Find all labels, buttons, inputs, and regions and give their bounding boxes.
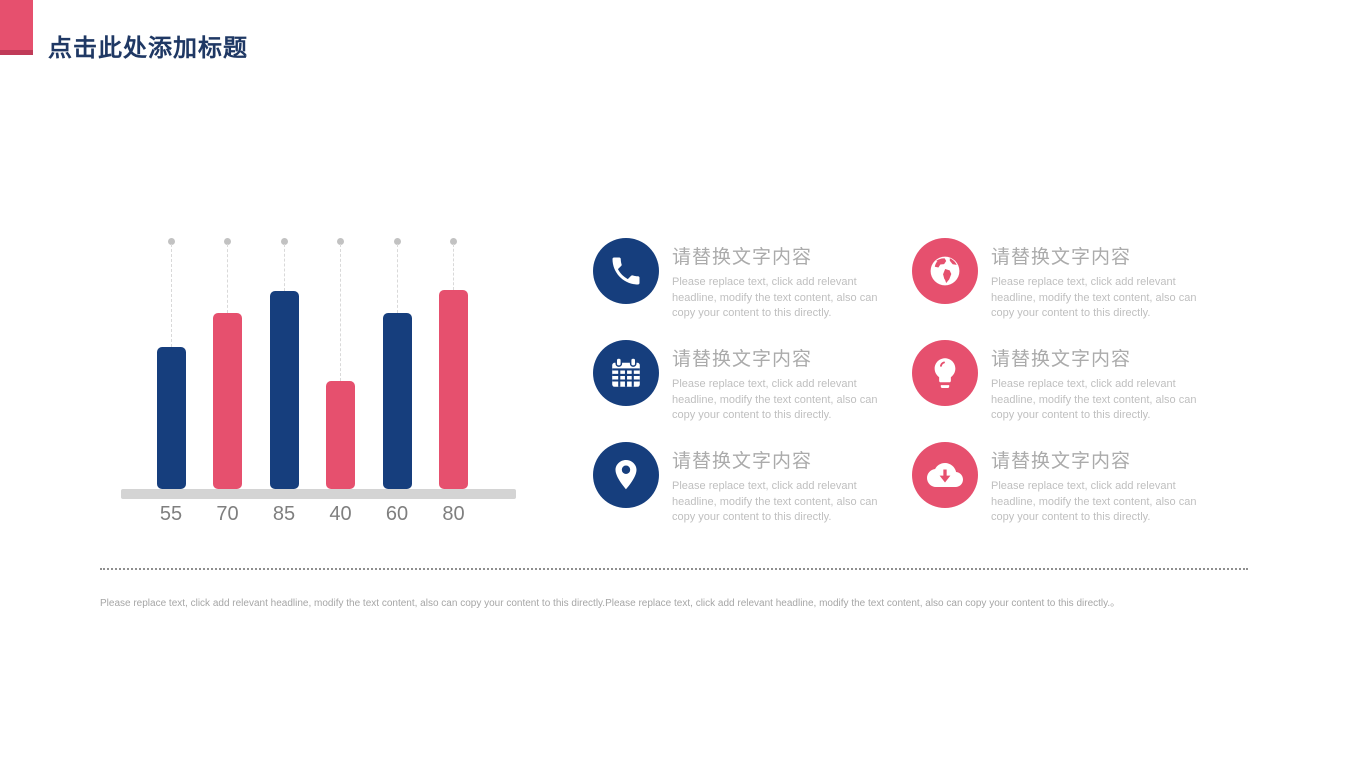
feature-block-download: 请替换文字内容 Please replace text, click add r… — [912, 442, 1242, 526]
feature-block-phone: 请替换文字内容 Please replace text, click add r… — [593, 238, 923, 322]
feature-text: 请替换文字内容 Please replace text, click add r… — [672, 340, 898, 424]
bar-label: 80 — [442, 503, 465, 525]
title-accent-bar — [0, 0, 33, 55]
feature-title: 请替换文字内容 — [672, 451, 813, 472]
bar — [326, 381, 355, 489]
bar-label: 85 — [272, 503, 296, 525]
bar-stem — [170, 244, 172, 347]
bar-stem — [227, 244, 228, 313]
feature-body: Please replace text, click add relevant … — [991, 378, 1197, 421]
feature-block-globe: 请替换文字内容 Please replace text, click add r… — [912, 238, 1242, 322]
feature-body: Please replace text, click add relevant … — [672, 480, 878, 523]
bar-label: 70 — [216, 503, 239, 525]
feature-text: 请替换文字内容 Please replace text, click add r… — [672, 442, 898, 526]
stem-dot — [393, 237, 401, 245]
stem-dot — [450, 237, 457, 245]
dotted-divider — [100, 568, 1248, 570]
slide-title: 点击此处添加标题 — [48, 35, 248, 62]
feature-block-location: 请替换文字内容 Please replace text, click add r… — [593, 442, 923, 526]
bar — [439, 290, 468, 489]
feature-title: 请替换文字内容 — [672, 247, 813, 268]
bar-chart: 55 70 85 40 60 80 — [121, 231, 516, 541]
stem-dot — [224, 237, 231, 245]
feature-title: 请替换文字内容 — [672, 349, 813, 370]
bar-stem — [396, 244, 398, 313]
bar-label: 55 — [159, 503, 183, 525]
lightbulb-icon — [912, 340, 978, 406]
cloud-download-icon — [912, 442, 978, 508]
bar-label: 60 — [385, 503, 409, 525]
bar-label: 40 — [329, 503, 352, 525]
bar — [213, 313, 242, 489]
feature-block-calendar: 请替换文字内容 Please replace text, click add r… — [593, 340, 923, 424]
feature-body: Please replace text, click add relevant … — [991, 480, 1197, 523]
bar-stem — [283, 244, 285, 291]
feature-text: 请替换文字内容 Please replace text, click add r… — [672, 238, 898, 322]
feature-text: 请替换文字内容 Please replace text, click add r… — [991, 340, 1217, 424]
feature-title: 请替换文字内容 — [991, 451, 1132, 472]
stem-dot — [337, 237, 344, 245]
feature-title: 请替换文字内容 — [991, 349, 1132, 370]
feature-title: 请替换文字内容 — [991, 247, 1132, 268]
globe-icon — [912, 238, 978, 304]
bar — [269, 291, 299, 489]
phone-icon — [593, 238, 659, 304]
footer-text: Please replace text, click add relevant … — [100, 598, 1121, 609]
calendar-icon — [593, 340, 659, 406]
feature-body: Please replace text, click add relevant … — [991, 276, 1197, 319]
chart-baseline — [121, 489, 516, 499]
feature-text: 请替换文字内容 Please replace text, click add r… — [991, 442, 1217, 526]
feature-text: 请替换文字内容 Please replace text, click add r… — [991, 238, 1217, 322]
bar — [382, 313, 412, 489]
bar — [156, 347, 186, 489]
bar-stem — [453, 244, 454, 290]
location-pin-icon — [593, 442, 659, 508]
stem-dot — [167, 237, 175, 245]
bar-stem — [340, 244, 341, 381]
stem-dot — [280, 237, 288, 245]
feature-body: Please replace text, click add relevant … — [672, 276, 878, 319]
feature-block-lightbulb: 请替换文字内容 Please replace text, click add r… — [912, 340, 1242, 424]
feature-body: Please replace text, click add relevant … — [672, 378, 878, 421]
